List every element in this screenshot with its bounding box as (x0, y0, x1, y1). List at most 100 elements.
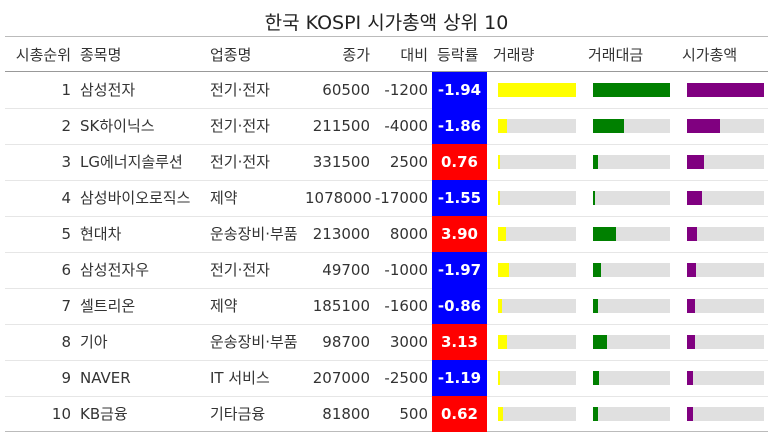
cell-price: 207000 (312, 369, 370, 387)
value-bar (593, 407, 598, 421)
volume-bar-track (498, 371, 576, 385)
cell-sector: 운송장비·부품 (210, 333, 298, 351)
row-divider (5, 252, 768, 253)
header-price: 종가 (342, 46, 370, 64)
cell-price: 211500 (312, 117, 370, 135)
header-value: 거래대금 (588, 46, 644, 64)
volume-bar-track (498, 155, 576, 169)
cell-change: -1.94 (432, 72, 487, 108)
volume-bar (498, 227, 506, 241)
value-bar-track (593, 371, 670, 385)
cell-diff: -1600 (384, 297, 428, 315)
marketcap-bar (687, 83, 764, 97)
cell-rank: 10 (51, 405, 71, 423)
value-bar-track (593, 263, 670, 277)
volume-bar (498, 335, 507, 349)
value-bar (593, 227, 616, 241)
cell-name: 삼성전자우 (80, 261, 150, 279)
value-bar (593, 191, 595, 205)
cell-sector: 전기·전자 (210, 81, 270, 99)
volume-bar (498, 155, 500, 169)
volume-bar (498, 191, 500, 205)
cell-sector: 운송장비·부품 (210, 225, 298, 243)
cell-diff: 3000 (389, 333, 428, 351)
cell-sector: 전기·전자 (210, 153, 270, 171)
value-bar-track (593, 227, 670, 241)
header-diff: 대비 (400, 46, 428, 64)
value-bar-track (593, 155, 670, 169)
value-bar-track (593, 407, 670, 421)
value-bar-track (593, 119, 670, 133)
row-divider (5, 324, 768, 325)
cell-price: 1078000 (305, 189, 372, 207)
cell-name: 현대차 (80, 225, 122, 243)
header-divider (5, 71, 768, 72)
title-divider (5, 36, 768, 37)
cell-change: -1.19 (432, 360, 487, 396)
marketcap-bar-track (687, 191, 764, 205)
value-bar (593, 371, 599, 385)
row-divider (5, 144, 768, 145)
cell-price: 60500 (322, 81, 370, 99)
cell-diff: 8000 (389, 225, 428, 243)
cell-name: 기아 (80, 333, 108, 351)
marketcap-bar (687, 299, 695, 313)
row-divider (5, 288, 768, 289)
volume-bar (498, 299, 502, 313)
volume-bar-track (498, 191, 576, 205)
marketcap-bar (687, 155, 704, 169)
cell-diff: -1200 (384, 81, 428, 99)
cell-sector: 전기·전자 (210, 117, 270, 135)
cell-sector: IT 서비스 (210, 369, 270, 387)
row-divider (5, 216, 768, 217)
cell-change: 0.62 (432, 396, 487, 432)
cell-diff: 2500 (389, 153, 428, 171)
volume-bar-track (498, 299, 576, 313)
cell-diff: 500 (399, 405, 428, 423)
header-change: 등락률 (437, 46, 479, 64)
volume-bar (498, 119, 507, 133)
marketcap-bar-track (687, 335, 764, 349)
value-bar (593, 263, 601, 277)
cell-rank: 2 (61, 117, 71, 135)
cell-name: 셀트리온 (80, 297, 136, 315)
marketcap-bar-track (687, 227, 764, 241)
value-bar (593, 299, 598, 313)
cell-rank: 6 (61, 261, 71, 279)
header-name: 종목명 (80, 46, 122, 64)
cell-name: NAVER (80, 369, 131, 387)
cell-price: 98700 (322, 333, 370, 351)
cell-rank: 3 (61, 153, 71, 171)
value-bar (593, 119, 624, 133)
marketcap-bar (687, 227, 697, 241)
cell-rank: 7 (61, 297, 71, 315)
cell-sector: 기타금융 (210, 405, 266, 423)
value-bar-track (593, 335, 670, 349)
cell-change: -1.97 (432, 252, 487, 288)
volume-bar-track (498, 83, 576, 97)
cell-name: 삼성바이오로직스 (80, 189, 191, 207)
cell-price: 81800 (322, 405, 370, 423)
marketcap-bar-track (687, 119, 764, 133)
row-divider (5, 360, 768, 361)
cell-change: -0.86 (432, 288, 487, 324)
cell-sector: 제약 (210, 297, 238, 315)
cell-diff: -17000 (374, 189, 428, 207)
volume-bar-track (498, 227, 576, 241)
value-bar-track (593, 191, 670, 205)
header-rank: 시총순위 (15, 46, 71, 64)
bottom-divider (5, 431, 768, 432)
chart-title: 한국 KOSPI 시가총액 상위 10 (264, 12, 509, 34)
header-sector: 업종명 (210, 46, 252, 64)
cell-name: 삼성전자 (80, 81, 136, 99)
header-volume: 거래량 (493, 46, 535, 64)
cell-diff: -2500 (384, 369, 428, 387)
marketcap-bar-track (687, 371, 764, 385)
cell-change: -1.86 (432, 108, 487, 144)
row-divider (5, 108, 768, 109)
marketcap-bar (687, 335, 695, 349)
marketcap-bar (687, 119, 720, 133)
marketcap-bar-track (687, 407, 764, 421)
volume-bar (498, 83, 576, 97)
